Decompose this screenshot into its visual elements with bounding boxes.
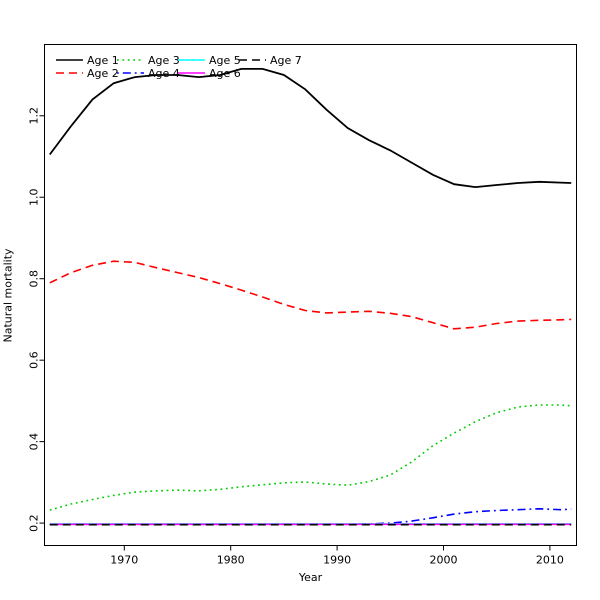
legend-label: Age 4 bbox=[148, 67, 180, 80]
legend-item-age-4: Age 4 bbox=[117, 67, 180, 80]
legend-item-age-2: Age 2 bbox=[56, 67, 119, 80]
y-axis-label: Natural mortality bbox=[1, 248, 15, 343]
legend-item-age-1: Age 1 bbox=[56, 54, 119, 67]
x-tick-label: 1970 bbox=[110, 554, 138, 567]
legend-item-age-3: Age 3 bbox=[117, 54, 180, 67]
plot-frame bbox=[44, 44, 577, 546]
x-tick-label: 1980 bbox=[217, 554, 245, 567]
x-axis: 1970 1980 1990 2000 2010 bbox=[110, 545, 564, 567]
x-tick-label: 2010 bbox=[536, 554, 564, 567]
x-axis-label: Year bbox=[298, 571, 323, 584]
y-tick-label: 0.6 bbox=[28, 351, 41, 369]
series-age-1 bbox=[49, 68, 572, 189]
legend-label: Age 7 bbox=[270, 54, 302, 67]
y-tick-label: 0.8 bbox=[28, 270, 41, 288]
legend-label: Age 5 bbox=[209, 54, 241, 67]
legend-item-age-7: Age 7 bbox=[239, 54, 302, 67]
legend-label: Age 2 bbox=[87, 67, 119, 80]
x-tick-label: 1990 bbox=[323, 554, 351, 567]
legend-label: Age 1 bbox=[87, 54, 119, 67]
x-tick-label: 2000 bbox=[430, 554, 458, 567]
y-axis: 0.2 0.4 0.6 0.8 1.0 1.2 bbox=[28, 107, 45, 532]
legend-item-age-5: Age 5 bbox=[178, 54, 241, 67]
series-age-2 bbox=[49, 260, 572, 330]
series-age-3 bbox=[49, 404, 572, 511]
series-age-4 bbox=[49, 507, 572, 526]
y-tick-label: 1.2 bbox=[28, 107, 41, 125]
y-tick-label: 0.4 bbox=[28, 433, 41, 451]
y-tick-label: 0.2 bbox=[28, 514, 41, 532]
legend-label: Age 3 bbox=[148, 54, 180, 67]
legend-label: Age 6 bbox=[209, 67, 241, 80]
y-tick-label: 1.0 bbox=[28, 188, 41, 206]
legend-item-age-6: Age 6 bbox=[178, 67, 241, 80]
